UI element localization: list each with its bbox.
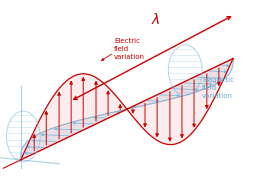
Text: Magnetic
field
variation: Magnetic field variation [202, 77, 234, 99]
Polygon shape [21, 58, 233, 160]
Polygon shape [21, 58, 233, 160]
Text: Electric
field
variation: Electric field variation [114, 38, 145, 60]
Text: $\lambda$: $\lambda$ [151, 12, 160, 27]
